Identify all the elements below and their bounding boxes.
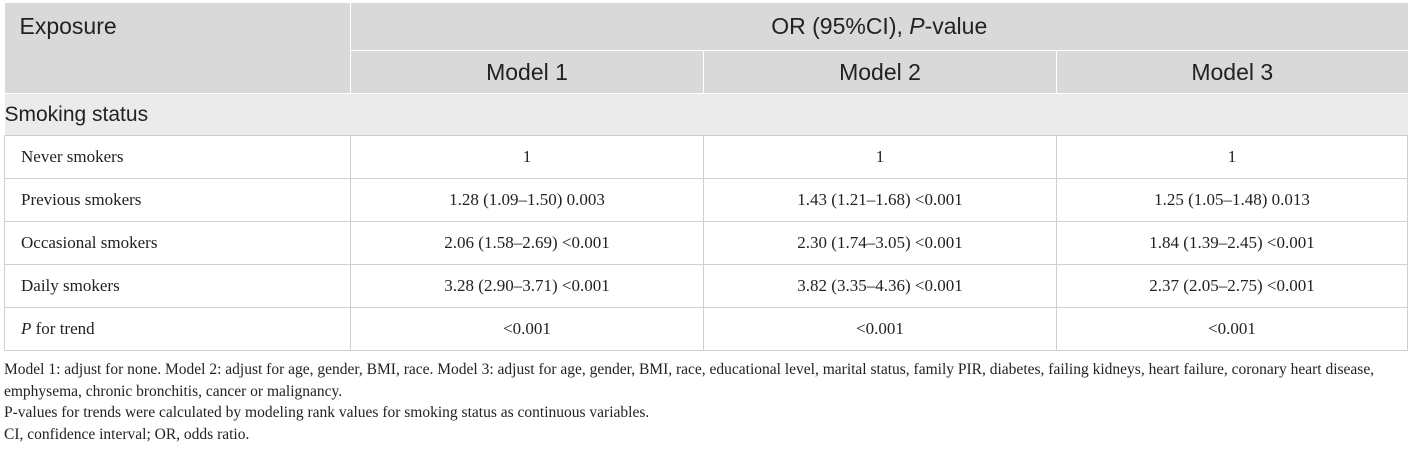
results-table: Exposure OR (95%CI), P-value Model 1 Mod… [4,3,1409,351]
cell: 1.43 (1.21–1.68) <0.001 [703,178,1057,222]
group-p: P [909,13,925,39]
cell: <0.001 [703,307,1057,351]
cell: 1 [703,135,1057,179]
cell: 1.28 (1.09–1.50) 0.003 [350,178,704,222]
row-label: Daily smokers [4,264,351,308]
model-2-header: Model 2 [703,50,1057,94]
cell: 2.30 (1.74–3.05) <0.001 [703,221,1057,265]
table-row: Previous smokers 1.28 (1.09–1.50) 0.003 … [4,178,1409,222]
group-prefix: OR (95%CI), [771,13,910,39]
section-row: Smoking status [4,93,1408,136]
header-row-2: Model 1 Model 2 Model 3 [5,50,1408,94]
trend-label: P for trend [4,307,351,351]
section-label: Smoking status [4,93,1408,136]
cell: 3.28 (2.90–3.71) <0.001 [350,264,704,308]
cell: 1 [1055,135,1409,179]
results-table-container: Exposure OR (95%CI), P-value Model 1 Mod… [4,3,1409,445]
table-row: Daily smokers 3.28 (2.90–3.71) <0.001 3.… [4,264,1409,308]
footnote: CI, confidence interval; OR, odds ratio. [4,425,250,443]
footnote: Model 1: adjust for none. Model 2: adjus… [4,361,1375,400]
cell: 1 [350,135,704,179]
exposure-header: Exposure [4,3,351,94]
header-row-1: Exposure OR (95%CI), P-value [4,3,1408,94]
row-label: Previous smokers [4,178,351,222]
model-3-header: Model 3 [1055,50,1408,94]
cell: 1.84 (1.39–2.45) <0.001 [1055,221,1409,265]
trend-label-rest: for trend [31,319,95,338]
model-1-header: Model 1 [350,50,704,94]
trend-label-p: P [21,319,32,338]
row-label: Never smokers [4,135,351,179]
cell: <0.001 [1055,307,1409,351]
row-label: Occasional smokers [4,221,351,265]
trend-row: P for trend <0.001 <0.001 <0.001 [4,307,1409,351]
footnote: P-values for trends were calculated by m… [4,404,650,421]
cell: 1.25 (1.05–1.48) 0.013 [1055,178,1409,222]
table-row: Occasional smokers 2.06 (1.58–2.69) <0.0… [4,221,1409,265]
group-suffix: -value [924,13,988,39]
table-row: Never smokers 1 1 1 [4,135,1409,179]
cell: 2.06 (1.58–2.69) <0.001 [350,221,704,265]
cell: <0.001 [350,307,704,351]
table-footnotes: Model 1: adjust for none. Model 2: adjus… [4,359,1407,445]
or-group-header: OR (95%CI), P-value [349,3,1408,51]
cell: 2.37 (2.05–2.75) <0.001 [1055,264,1409,308]
cell: 3.82 (3.35–4.36) <0.001 [703,264,1057,308]
